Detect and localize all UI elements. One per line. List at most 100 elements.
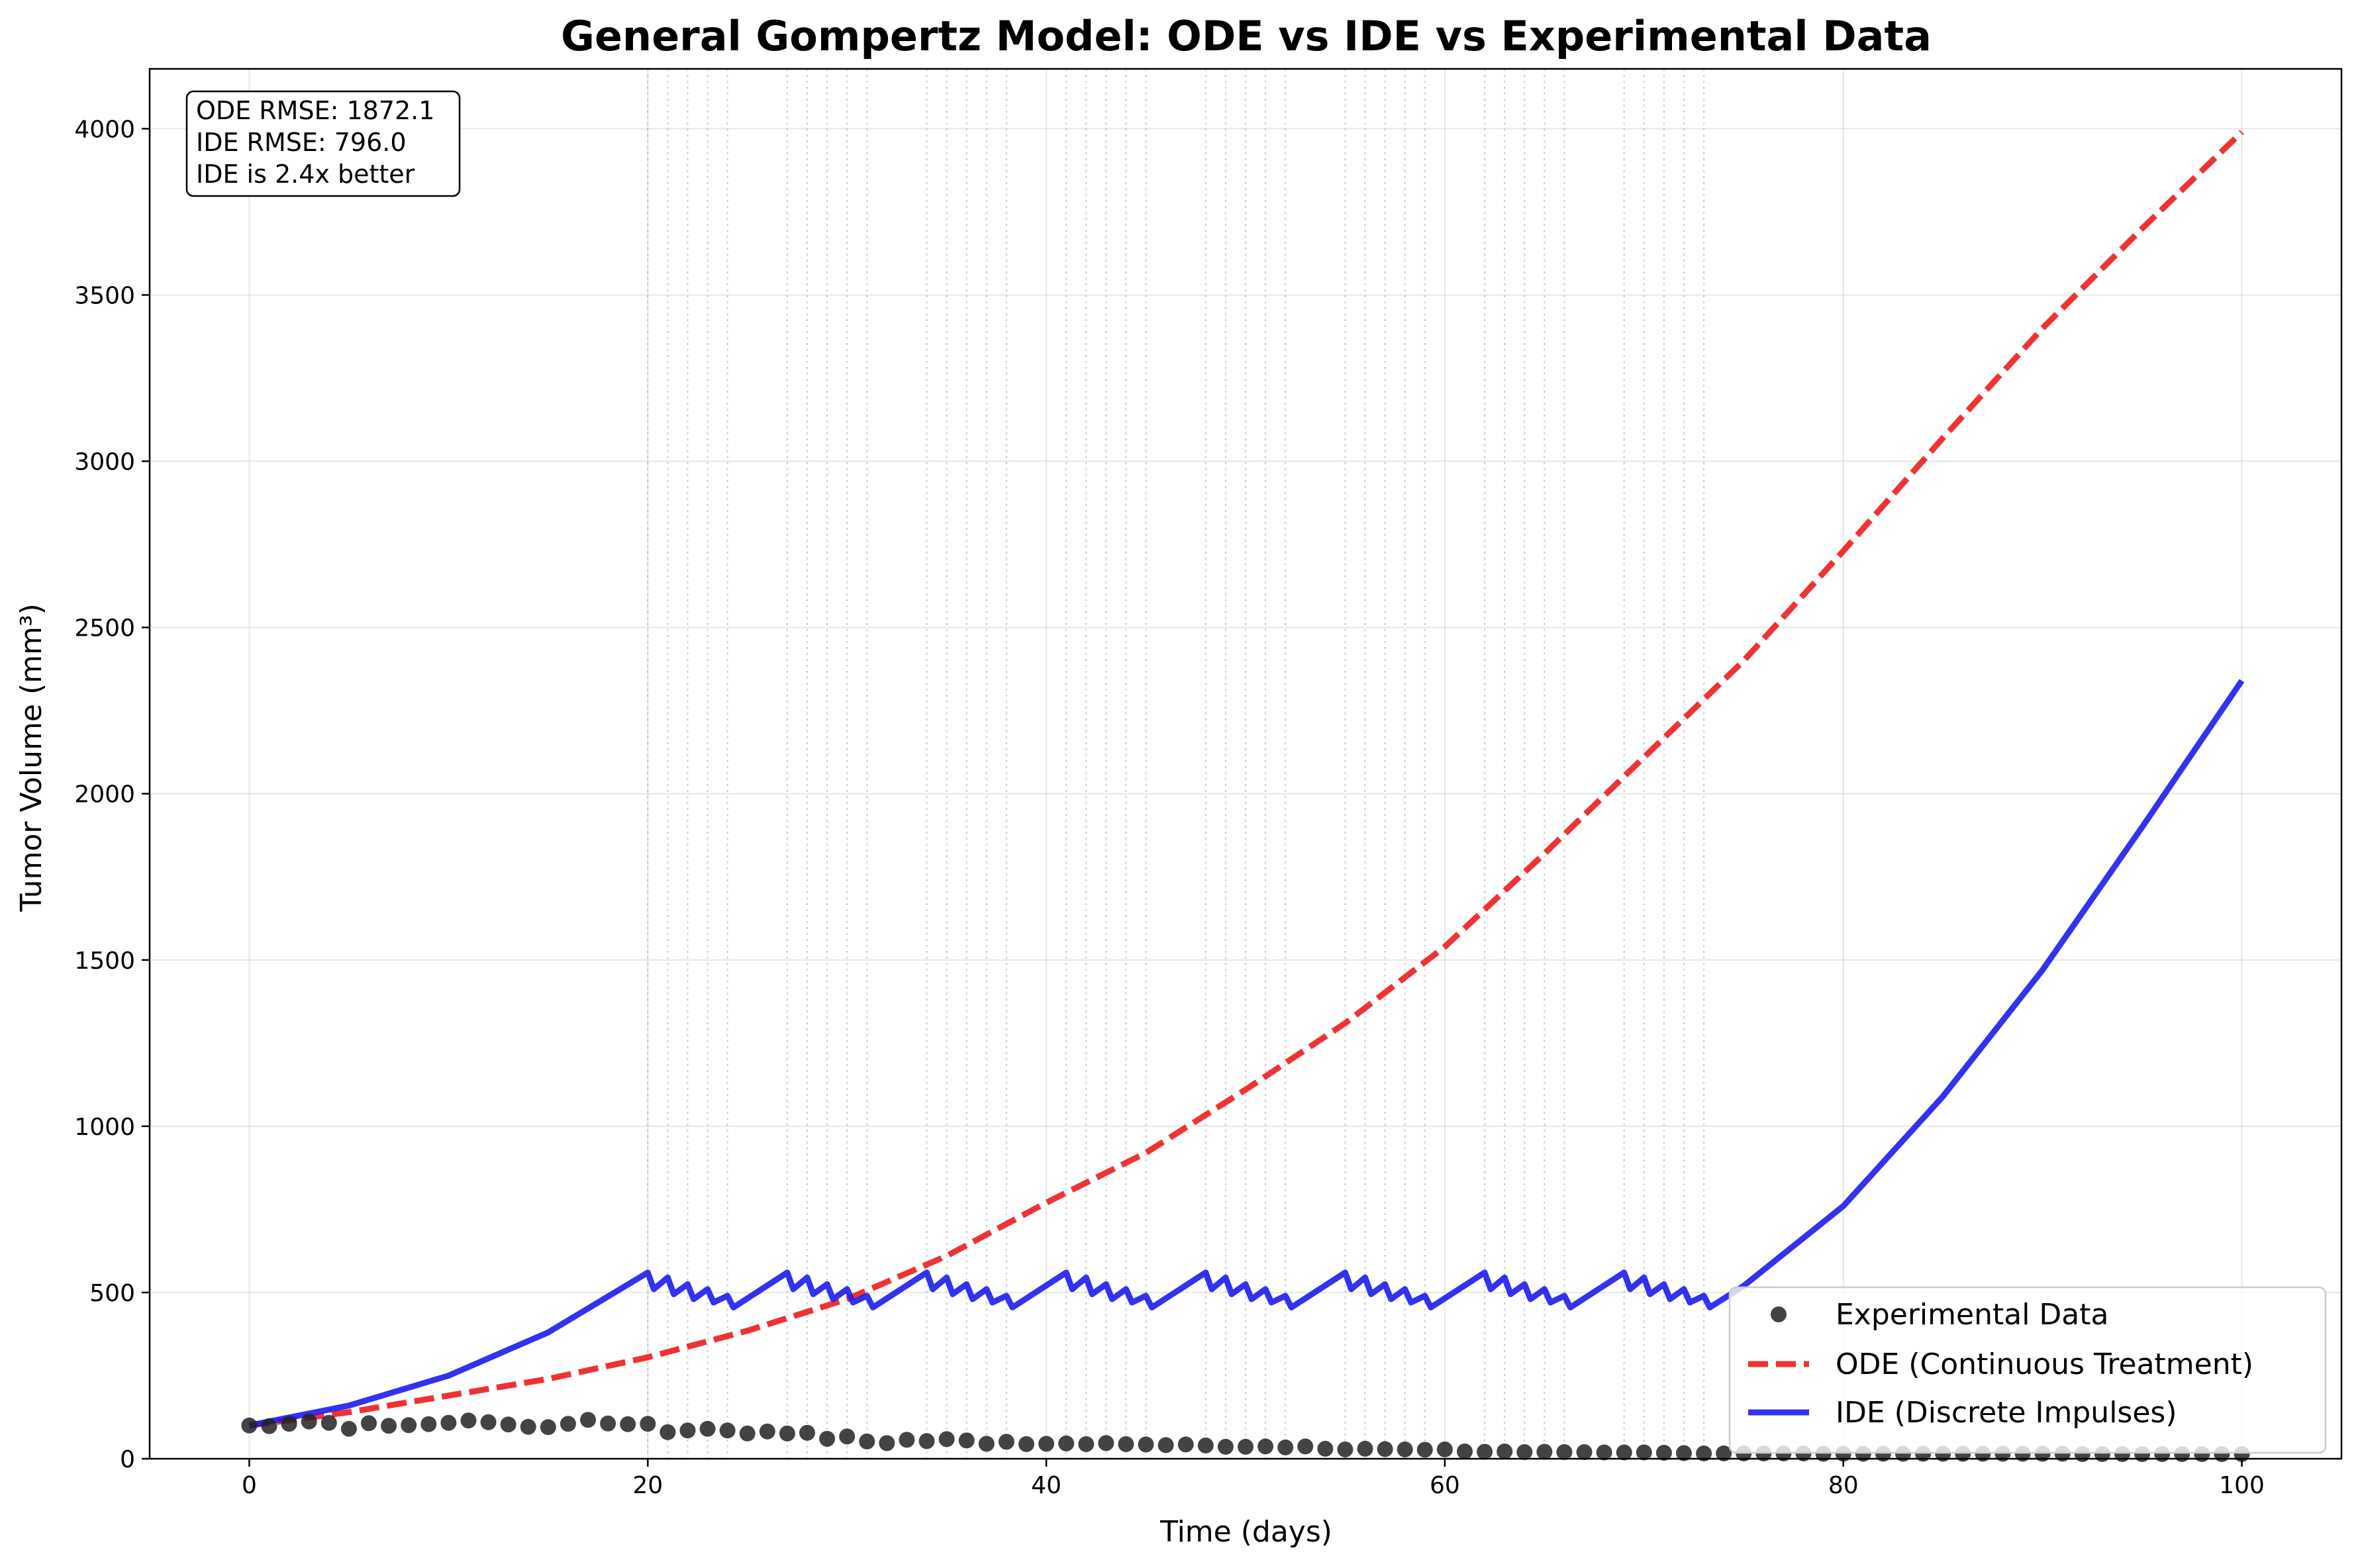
experimental-data-point bbox=[1436, 1441, 1453, 1457]
experimental-data-point bbox=[320, 1414, 337, 1431]
experimental-data-point bbox=[1297, 1438, 1314, 1455]
y-tick-label: 0 bbox=[120, 1446, 135, 1473]
annotation-ode-rmse: ODE RMSE: 1872.1 bbox=[196, 96, 434, 125]
legend: Experimental Data ODE (Continuous Treatm… bbox=[1728, 1286, 2327, 1454]
experimental-data-point bbox=[540, 1419, 556, 1436]
experimental-data-point bbox=[1078, 1436, 1095, 1452]
legend-label-experimental: Experimental Data bbox=[1836, 1298, 2108, 1332]
y-axis: 0 500 1000 1500 2000 2500 3000 3500 4000 bbox=[74, 116, 150, 1473]
experimental-data-point bbox=[1257, 1438, 1274, 1455]
annotation-frame bbox=[185, 90, 461, 197]
chart-title: General Gompertz Model: ODE vs IDE vs Ex… bbox=[561, 12, 1932, 60]
experimental-data-point bbox=[1457, 1443, 1473, 1459]
experimental-data-point bbox=[1576, 1444, 1593, 1460]
experimental-data-point bbox=[1676, 1445, 1692, 1461]
experimental-data-point bbox=[859, 1433, 875, 1449]
experimental-data-point bbox=[520, 1418, 536, 1435]
experimental-data-point bbox=[1317, 1440, 1334, 1457]
experimental-data-point bbox=[1217, 1438, 1234, 1455]
y-axis-label: Tumor Volume (mm³) bbox=[15, 603, 48, 912]
experimental-data-point bbox=[420, 1416, 437, 1432]
experimental-data-point bbox=[1197, 1437, 1214, 1453]
x-axis-label: Time (days) bbox=[1159, 1515, 1332, 1549]
experimental-data-point bbox=[1556, 1444, 1573, 1460]
experimental-data-point bbox=[1118, 1436, 1134, 1452]
experimental-data-point bbox=[719, 1422, 736, 1439]
experimental-data-point bbox=[1038, 1436, 1055, 1452]
experimental-data-point bbox=[1516, 1444, 1533, 1460]
x-tick-label: 100 bbox=[2219, 1472, 2265, 1499]
experimental-data-point bbox=[1098, 1435, 1114, 1451]
ide-series-line bbox=[248, 679, 2245, 1429]
x-tick-label: 60 bbox=[1430, 1472, 1460, 1499]
experimental-data-point bbox=[500, 1416, 516, 1433]
experimental-data-point bbox=[1655, 1444, 1672, 1461]
experimental-data-point bbox=[261, 1418, 277, 1434]
experimental-data-point bbox=[361, 1415, 377, 1432]
experimental-data-point bbox=[1018, 1436, 1034, 1452]
experimental-data-point bbox=[301, 1413, 317, 1430]
x-tick-label: 40 bbox=[1031, 1472, 1061, 1499]
experimental-data-point bbox=[560, 1416, 576, 1432]
experimental-data-point bbox=[998, 1434, 1014, 1450]
y-tick-label: 3500 bbox=[74, 282, 135, 309]
experimental-data-point bbox=[918, 1433, 935, 1449]
y-tick-label: 500 bbox=[89, 1280, 135, 1307]
experimental-data-point bbox=[839, 1428, 856, 1445]
experimental-data-point bbox=[699, 1420, 716, 1437]
experimental-data-point bbox=[739, 1425, 756, 1442]
legend-marker-experimental bbox=[1771, 1306, 1787, 1322]
plot-frame bbox=[148, 68, 2343, 1460]
x-tick-label: 20 bbox=[632, 1472, 663, 1499]
experimental-data-point bbox=[1616, 1444, 1632, 1461]
experimental-data-point bbox=[660, 1424, 676, 1440]
y-tick-label: 2500 bbox=[74, 615, 135, 642]
experimental-data-point bbox=[1536, 1444, 1553, 1460]
experimental-data-point bbox=[779, 1425, 795, 1442]
experimental-data-point bbox=[1696, 1445, 1712, 1461]
y-tick-label: 2000 bbox=[74, 781, 135, 808]
experimental-data-point bbox=[1277, 1439, 1294, 1455]
experimental-data-point bbox=[381, 1418, 397, 1434]
experimental-data-point bbox=[1497, 1443, 1513, 1459]
experimental-data-point bbox=[480, 1414, 497, 1430]
experimental-data-point bbox=[440, 1414, 457, 1431]
experimental-data-point bbox=[958, 1432, 975, 1449]
experimental-data-point bbox=[799, 1424, 815, 1441]
experimental-data-point bbox=[1397, 1441, 1413, 1457]
experimental-data-point bbox=[879, 1435, 895, 1451]
experimental-data-point bbox=[759, 1423, 775, 1440]
experimental-data-point bbox=[340, 1420, 357, 1437]
y-tick-label: 1000 bbox=[74, 1114, 135, 1141]
y-tick-label: 4000 bbox=[74, 116, 135, 143]
experimental-data-point bbox=[1716, 1445, 1732, 1461]
experimental-data-point bbox=[679, 1422, 696, 1439]
experimental-data-point bbox=[938, 1431, 955, 1447]
experimental-data-point bbox=[1177, 1436, 1194, 1453]
legend-label-ide: IDE (Discrete Impulses) bbox=[1836, 1396, 2177, 1430]
legend-label-ode: ODE (Continuous Treatment) bbox=[1836, 1348, 2253, 1381]
experimental-data-point bbox=[580, 1412, 596, 1428]
experimental-data-point bbox=[1238, 1438, 1254, 1455]
experimental-data-point bbox=[1337, 1441, 1353, 1457]
experimental-data-point bbox=[241, 1417, 258, 1434]
annotation-ide-rmse: IDE RMSE: 796.0 bbox=[196, 128, 407, 157]
experimental-data-point bbox=[1357, 1440, 1373, 1457]
annotation-improvement: IDE is 2.4x better bbox=[196, 160, 415, 189]
experimental-data-point bbox=[620, 1416, 636, 1432]
experimental-data-point bbox=[899, 1432, 915, 1448]
plot-area bbox=[148, 68, 2343, 1462]
experimental-data-point bbox=[281, 1416, 297, 1432]
x-tick-label: 0 bbox=[242, 1472, 257, 1499]
experimental-data-point bbox=[1058, 1435, 1075, 1451]
ode-series-line bbox=[248, 130, 2244, 1429]
experimental-data-point bbox=[460, 1412, 477, 1429]
x-tick-label: 80 bbox=[1828, 1472, 1859, 1499]
experimental-data-point bbox=[1596, 1444, 1612, 1461]
x-axis: 0 20 40 60 80 100 bbox=[242, 1459, 2265, 1499]
experimental-data-point bbox=[600, 1415, 616, 1432]
rmse-annotation-box: ODE RMSE: 1872.1 IDE RMSE: 796.0 IDE is … bbox=[185, 90, 461, 197]
experimental-data-point bbox=[978, 1436, 995, 1452]
experimental-data-point bbox=[1157, 1437, 1174, 1453]
